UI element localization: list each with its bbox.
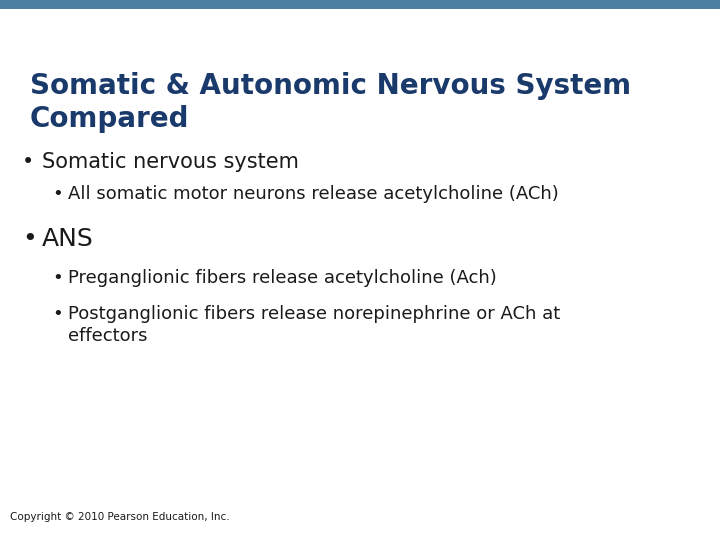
Text: •: • [22, 152, 35, 172]
Text: Preganglionic fibers release acetylcholine (Ach): Preganglionic fibers release acetylcholi… [68, 269, 497, 287]
Text: •: • [52, 305, 63, 323]
Text: •: • [22, 227, 37, 251]
Text: ANS: ANS [42, 227, 94, 251]
Bar [0, 0, 720, 9]
Text: Postganglionic fibers release norepinephrine or ACh at: Postganglionic fibers release norepineph… [68, 305, 560, 323]
Text: Copyright © 2010 Pearson Education, Inc.: Copyright © 2010 Pearson Education, Inc. [10, 512, 230, 522]
Text: effectors: effectors [68, 327, 148, 345]
Text: •: • [52, 185, 63, 203]
Text: •: • [52, 269, 63, 287]
Text: Somatic nervous system: Somatic nervous system [42, 152, 299, 172]
Text: All somatic motor neurons release acetylcholine (ACh): All somatic motor neurons release acetyl… [68, 185, 559, 203]
Text: Compared: Compared [30, 105, 189, 133]
Text: Somatic & Autonomic Nervous System: Somatic & Autonomic Nervous System [30, 72, 631, 100]
